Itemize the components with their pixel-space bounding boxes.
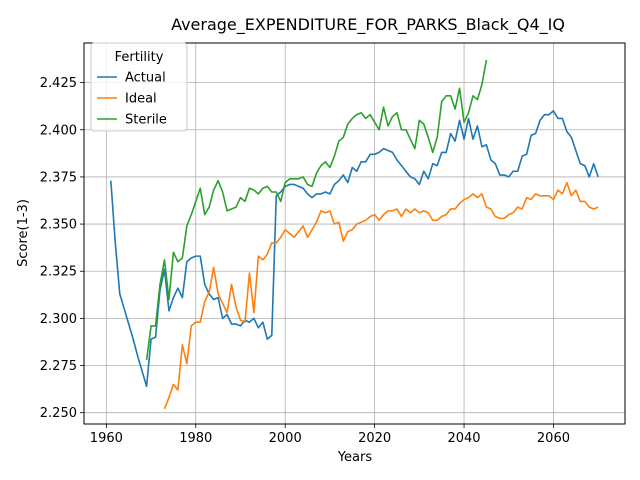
x-tick-label: 2060 <box>537 431 570 446</box>
x-axis-ticks: 1960 1980 2000 2020 2040 2060 <box>90 424 570 446</box>
legend-label-sterile: Sterile <box>125 113 167 128</box>
y-axis-ticks: 2.250 2.275 2.300 2.325 2.350 2.375 2.400 2.425 <box>40 76 84 421</box>
x-tick-label: 1980 <box>179 431 212 446</box>
y-tick-label: 2.275 <box>40 359 77 374</box>
legend-label-ideal: Ideal <box>125 92 157 107</box>
x-tick-label: 2000 <box>269 431 302 446</box>
y-tick-label: 2.425 <box>40 76 77 91</box>
x-axis-title: Years <box>337 450 373 465</box>
series-line-sterile <box>145 59 488 360</box>
y-axis-title: Score(1-3) <box>16 199 31 267</box>
x-tick-label: 1960 <box>90 431 123 446</box>
series-lines <box>110 59 599 410</box>
legend-box <box>90 42 188 132</box>
y-tick-label: 2.400 <box>40 123 77 138</box>
legend: Fertility Actual Ideal Sterile <box>90 42 188 132</box>
series-line-actual <box>110 110 599 388</box>
legend-label-actual: Actual <box>125 71 166 86</box>
chart-title: Average_EXPENDITURE_FOR_PARKS_Black_Q4_I… <box>171 15 565 35</box>
y-tick-label: 2.250 <box>40 406 77 421</box>
legend-title: Fertility <box>115 50 164 65</box>
y-tick-label: 2.300 <box>40 312 77 327</box>
y-tick-label: 2.375 <box>40 170 77 185</box>
x-tick-label: 2020 <box>358 431 391 446</box>
y-tick-label: 2.325 <box>40 265 77 280</box>
series-line-ideal <box>163 181 599 410</box>
plot-frame <box>83 42 626 425</box>
grid <box>84 43 625 424</box>
legend-items: Actual Ideal Sterile <box>97 71 167 128</box>
y-tick-label: 2.350 <box>40 218 77 233</box>
x-tick-label: 2040 <box>447 431 480 446</box>
